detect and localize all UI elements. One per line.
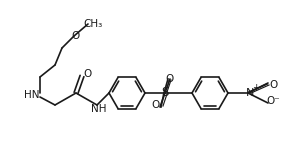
- Text: S: S: [161, 87, 169, 100]
- Text: O⁻: O⁻: [266, 96, 280, 106]
- Text: O: O: [166, 74, 174, 84]
- Text: O: O: [152, 100, 160, 110]
- Text: O: O: [72, 31, 80, 41]
- Text: NH: NH: [91, 104, 107, 114]
- Text: O: O: [83, 69, 91, 79]
- Text: CH₃: CH₃: [84, 19, 102, 29]
- Text: O: O: [269, 80, 277, 90]
- Text: N: N: [246, 88, 254, 98]
- Text: HN: HN: [24, 90, 40, 100]
- Text: +: +: [252, 83, 260, 91]
